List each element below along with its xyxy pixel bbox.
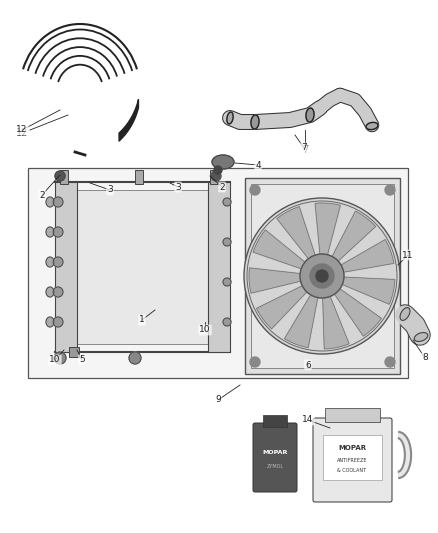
Ellipse shape xyxy=(46,227,54,237)
Text: MOPAR: MOPAR xyxy=(338,445,366,451)
Ellipse shape xyxy=(46,257,54,267)
Bar xyxy=(210,170,218,184)
Polygon shape xyxy=(284,293,318,348)
Ellipse shape xyxy=(212,155,234,169)
Text: 8: 8 xyxy=(422,353,428,362)
Ellipse shape xyxy=(414,333,428,342)
Circle shape xyxy=(223,318,231,326)
Text: 5: 5 xyxy=(79,356,85,365)
Polygon shape xyxy=(333,288,381,336)
Text: 10: 10 xyxy=(49,356,61,365)
Bar xyxy=(245,178,400,374)
Bar xyxy=(69,347,79,357)
Bar xyxy=(208,182,230,352)
Text: 4: 4 xyxy=(255,160,261,169)
FancyBboxPatch shape xyxy=(313,418,392,502)
Bar xyxy=(77,190,208,344)
Bar xyxy=(55,182,77,352)
Circle shape xyxy=(223,238,231,246)
Circle shape xyxy=(55,171,65,181)
Text: 3: 3 xyxy=(175,182,181,191)
Ellipse shape xyxy=(46,317,54,327)
Bar xyxy=(135,170,143,184)
Circle shape xyxy=(53,197,63,207)
Polygon shape xyxy=(340,277,395,304)
Circle shape xyxy=(223,278,231,286)
Circle shape xyxy=(223,198,231,206)
Ellipse shape xyxy=(400,308,410,320)
Bar xyxy=(251,184,394,368)
Ellipse shape xyxy=(251,115,259,129)
FancyBboxPatch shape xyxy=(253,423,297,492)
Text: 1: 1 xyxy=(139,316,145,325)
Circle shape xyxy=(53,257,63,267)
Polygon shape xyxy=(249,268,303,293)
Bar xyxy=(323,435,382,480)
Circle shape xyxy=(300,254,344,298)
Ellipse shape xyxy=(46,287,54,297)
Polygon shape xyxy=(323,295,349,349)
Ellipse shape xyxy=(306,108,314,122)
Text: 10: 10 xyxy=(199,326,211,335)
Text: 12: 12 xyxy=(16,128,28,138)
Text: 7: 7 xyxy=(302,145,308,155)
Ellipse shape xyxy=(46,197,54,207)
Circle shape xyxy=(54,352,66,364)
Circle shape xyxy=(129,352,141,364)
Text: 2: 2 xyxy=(39,190,45,199)
Circle shape xyxy=(316,270,328,282)
Text: ANTIFREEZE: ANTIFREEZE xyxy=(337,457,367,463)
Circle shape xyxy=(250,185,260,195)
Circle shape xyxy=(310,264,334,288)
Bar xyxy=(263,415,287,427)
Ellipse shape xyxy=(366,123,378,130)
Circle shape xyxy=(211,171,221,181)
Bar xyxy=(325,408,380,422)
Polygon shape xyxy=(277,207,316,260)
Text: 2: 2 xyxy=(219,182,225,191)
Text: MOPAR: MOPAR xyxy=(262,450,288,456)
Circle shape xyxy=(385,357,395,367)
Polygon shape xyxy=(253,230,307,270)
Ellipse shape xyxy=(227,112,233,124)
Polygon shape xyxy=(315,203,340,257)
Text: 9: 9 xyxy=(215,395,221,405)
Circle shape xyxy=(53,287,63,297)
Circle shape xyxy=(385,185,395,195)
Text: ZYMOL: ZYMOL xyxy=(266,464,283,470)
Circle shape xyxy=(53,227,63,237)
Bar xyxy=(60,170,68,184)
Text: 7: 7 xyxy=(301,143,307,152)
Bar xyxy=(28,168,408,378)
Polygon shape xyxy=(257,285,308,329)
Text: 12: 12 xyxy=(16,125,28,134)
Text: 6: 6 xyxy=(305,360,311,369)
Circle shape xyxy=(214,166,222,174)
Polygon shape xyxy=(339,239,394,272)
Circle shape xyxy=(53,317,63,327)
Text: 11: 11 xyxy=(402,251,414,260)
Polygon shape xyxy=(331,211,376,262)
Circle shape xyxy=(250,357,260,367)
Circle shape xyxy=(244,198,400,354)
Text: 3: 3 xyxy=(107,185,113,195)
Text: 14: 14 xyxy=(302,416,314,424)
Text: & COOLANT: & COOLANT xyxy=(337,467,367,472)
